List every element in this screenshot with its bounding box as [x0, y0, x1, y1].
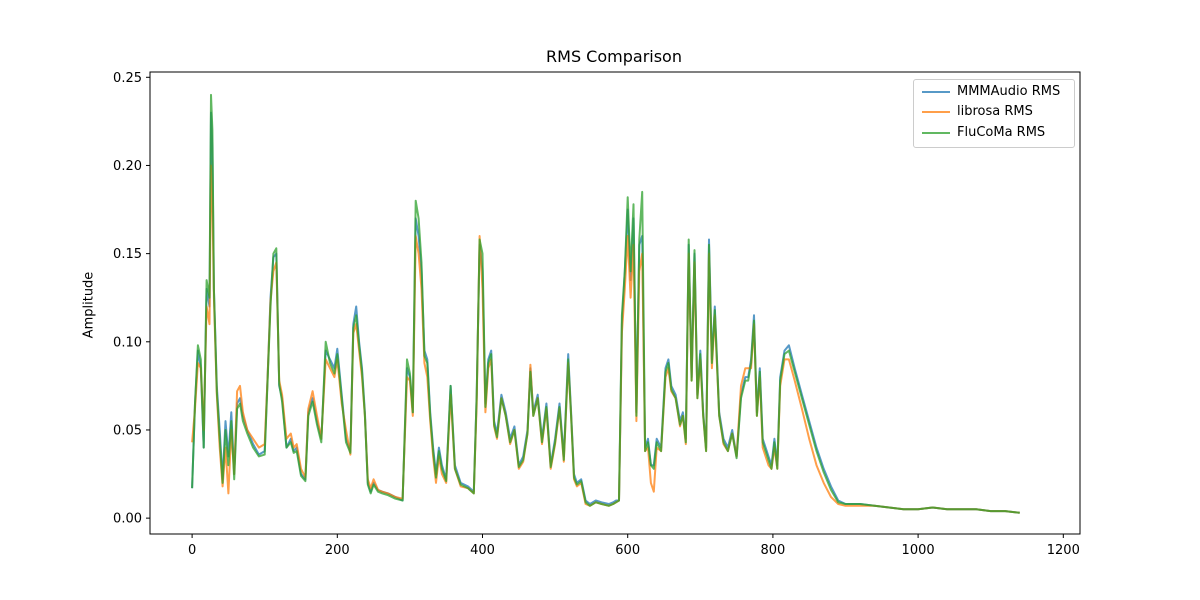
legend-line-icon	[922, 91, 950, 93]
x-tick-label: 600	[615, 543, 640, 558]
legend-label: MMMAudio RMS	[957, 84, 1061, 99]
series-line-2	[191, 93, 1020, 514]
y-tick-label: 0.10	[113, 335, 142, 350]
legend-line-icon	[922, 111, 950, 113]
series-line-1	[191, 164, 1020, 514]
x-tick-label: 1200	[1047, 543, 1080, 558]
y-axis-label: Amplitude	[81, 271, 97, 339]
legend: MMMAudio RMS librosa RMS FluCoMa RMS	[913, 79, 1075, 148]
y-tick-label: 0.15	[113, 247, 142, 262]
axes-frame	[149, 71, 1081, 535]
y-tick-label: 0.25	[113, 71, 142, 86]
x-axis-ticks: 0 200 400 600 800 1000 1200	[188, 534, 1080, 558]
y-tick-label: 0.00	[113, 512, 142, 527]
legend-line-icon	[922, 132, 950, 134]
chart-title: RMS Comparison	[546, 47, 682, 66]
x-tick-label: 400	[470, 543, 495, 558]
x-tick-label: 0	[188, 543, 196, 558]
series-layer	[191, 93, 1020, 514]
legend-label: FluCoMa RMS	[957, 125, 1046, 140]
legend-label: librosa RMS	[957, 104, 1033, 119]
y-tick-label: 0.05	[113, 423, 142, 438]
y-axis-ticks: 0.00 0.05 0.10 0.15 0.20 0.25	[113, 71, 150, 527]
x-tick-label: 200	[325, 543, 350, 558]
y-tick-label: 0.20	[113, 159, 142, 174]
x-tick-label: 800	[760, 543, 785, 558]
series-line-0	[191, 111, 1020, 514]
x-tick-label: 1000	[902, 543, 935, 558]
